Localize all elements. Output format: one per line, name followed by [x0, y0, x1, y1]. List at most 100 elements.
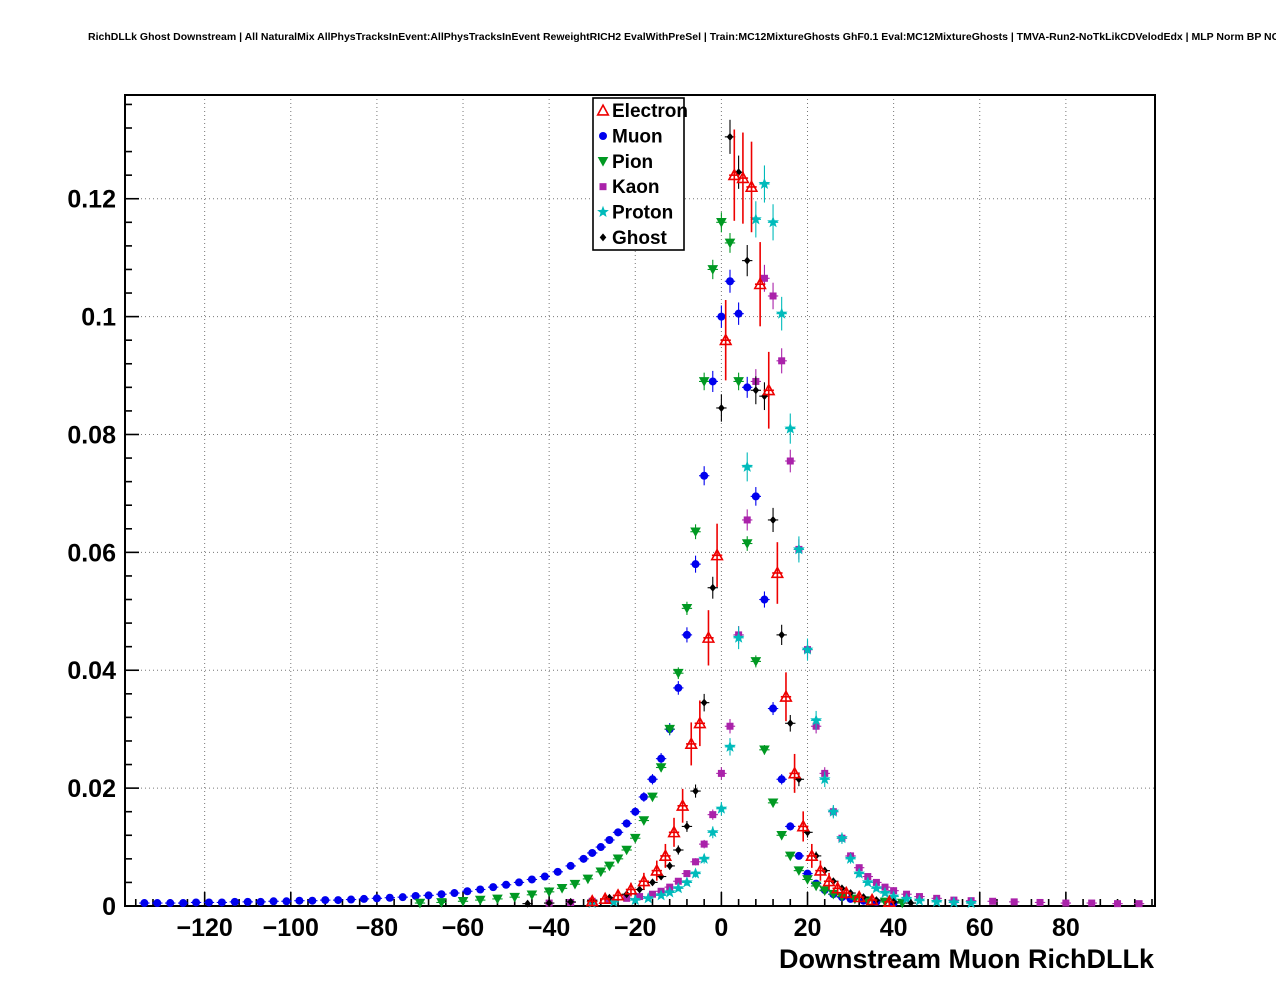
data-point-marker [636, 885, 643, 894]
legend-entry-ghost: Ghost [599, 228, 668, 249]
legend-label: Muon [612, 127, 663, 148]
data-point-marker [1036, 898, 1044, 906]
data-point-marker [767, 798, 779, 809]
data-point-marker [778, 630, 785, 639]
data-point-marker [579, 854, 588, 863]
data-point-marker [710, 548, 724, 561]
data-point-marker [726, 722, 734, 730]
data-point-marker [819, 886, 831, 896]
data-point-marker [700, 698, 708, 707]
legend-label: Proton [612, 203, 673, 224]
legend-label: Pion [612, 152, 653, 173]
data-point-marker [810, 881, 822, 892]
data-point-marker [398, 893, 407, 902]
data-point-marker [637, 874, 651, 887]
data-point-marker [556, 884, 568, 894]
data-point-marker [698, 852, 711, 864]
data-point-marker [623, 894, 631, 902]
data-point-marker [269, 897, 278, 906]
series-muon [139, 269, 899, 908]
data-point-marker [648, 890, 656, 898]
data-point-marker [636, 893, 644, 901]
data-point-marker [767, 216, 779, 228]
data-point-marker [732, 631, 745, 643]
data-point-marker [308, 896, 317, 905]
y-tick-label: 0.04 [67, 657, 116, 685]
data-point-marker [347, 895, 356, 904]
data-point-marker [691, 560, 700, 569]
data-point-marker [667, 825, 681, 838]
data-point-marker [599, 132, 607, 140]
data-point-marker [759, 745, 770, 756]
x-tick-label: −100 [263, 914, 319, 942]
data-point-marker [605, 835, 614, 844]
data-point-marker [787, 766, 802, 779]
data-point-marker [775, 307, 788, 319]
data-point-marker [805, 848, 819, 862]
data-point-marker [596, 843, 605, 852]
data-point-marker [733, 377, 744, 387]
data-point-marker [786, 457, 794, 465]
data-point-marker [655, 889, 667, 901]
data-point-marker [647, 792, 658, 803]
x-tick-label: −80 [356, 914, 398, 942]
data-point-marker [698, 377, 710, 387]
data-point-marker [690, 527, 701, 538]
data-point-marker [673, 668, 684, 679]
legend-entry-muon: Muon [599, 127, 663, 148]
x-tick-label: −20 [614, 914, 656, 942]
data-point-marker [582, 874, 594, 885]
data-point-marker [612, 854, 624, 865]
data-point-marker [762, 383, 776, 396]
data-point-marker [887, 890, 900, 902]
data-point-marker [707, 265, 719, 275]
data-point-marker [683, 822, 691, 831]
data-point-marker [658, 848, 673, 862]
legend-entry-electron: Electron [596, 101, 688, 122]
data-point-marker [708, 377, 717, 386]
data-point-marker [719, 333, 733, 346]
data-point-marker [948, 896, 960, 908]
y-tick-label: 0.1 [81, 304, 116, 332]
data-point-marker [359, 894, 368, 903]
data-point-marker [631, 807, 640, 816]
data-point-marker [545, 899, 553, 908]
data-point-marker [802, 875, 813, 885]
data-point-marker [836, 832, 848, 844]
data-point-marker [657, 754, 666, 763]
data-point-marker [1062, 899, 1070, 907]
data-point-marker [436, 898, 447, 908]
data-point-marker [595, 867, 607, 878]
data-point-marker [736, 170, 750, 184]
data-point-marker [683, 870, 691, 878]
data-point-marker [758, 177, 771, 189]
data-point-marker [639, 792, 648, 801]
data-point-marker [716, 218, 727, 228]
data-point-marker [463, 887, 472, 896]
data-point-marker [770, 565, 785, 579]
data-point-marker [527, 875, 536, 884]
data-point-marker [801, 643, 814, 655]
data-point-marker [140, 899, 149, 908]
data-point-marker [657, 872, 665, 881]
data-point-marker [794, 851, 803, 860]
data-point-marker [457, 896, 469, 907]
data-point-marker [585, 894, 599, 907]
legend-entry-pion: Pion [597, 152, 653, 173]
data-point-marker [515, 878, 524, 887]
x-tick-label: 20 [794, 914, 822, 942]
data-point-marker [752, 386, 760, 395]
data-point-marker [543, 887, 555, 898]
data-point-marker [476, 885, 485, 894]
data-point-marker [629, 893, 642, 906]
y-tick-label: 0 [102, 893, 116, 921]
x-tick-label: −60 [442, 914, 484, 942]
data-point-marker [793, 866, 805, 876]
y-tick-label: 0.12 [67, 186, 116, 214]
data-point-marker [509, 892, 520, 903]
data-point-marker [726, 132, 734, 141]
data-point-marker [674, 683, 683, 692]
data-point-marker [642, 892, 655, 904]
data-point-marker [663, 886, 676, 898]
data-point-marker [1135, 900, 1143, 908]
